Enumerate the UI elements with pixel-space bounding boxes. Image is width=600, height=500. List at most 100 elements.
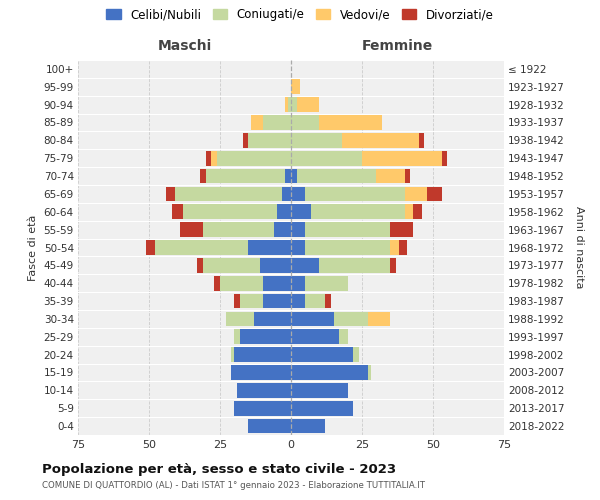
Bar xyxy=(419,133,424,148)
Bar xyxy=(339,330,348,344)
Bar xyxy=(291,222,305,237)
Bar xyxy=(220,276,263,290)
Bar xyxy=(291,294,305,308)
Bar xyxy=(291,348,353,362)
Text: Femmine: Femmine xyxy=(362,39,433,53)
Bar xyxy=(248,419,291,434)
Bar xyxy=(391,258,396,272)
Bar xyxy=(240,294,263,308)
Bar xyxy=(203,222,274,237)
Bar xyxy=(248,240,291,255)
Bar xyxy=(197,258,203,272)
Bar xyxy=(263,294,291,308)
Bar xyxy=(404,204,413,219)
Bar xyxy=(391,240,399,255)
Legend: Celibi/Nubili, Coniugati/e, Vedovi/e, Divorziati/e: Celibi/Nubili, Coniugati/e, Vedovi/e, Di… xyxy=(104,6,496,24)
Bar xyxy=(240,330,291,344)
Bar xyxy=(296,98,319,112)
Bar xyxy=(283,186,291,201)
Bar xyxy=(427,186,442,201)
Bar xyxy=(291,419,325,434)
Bar xyxy=(288,98,291,112)
Bar xyxy=(274,222,291,237)
Bar xyxy=(234,330,240,344)
Bar xyxy=(206,151,211,166)
Bar xyxy=(211,151,217,166)
Bar xyxy=(286,168,291,184)
Bar xyxy=(166,186,175,201)
Bar xyxy=(291,401,353,415)
Bar xyxy=(214,276,220,290)
Bar xyxy=(260,258,291,272)
Bar xyxy=(291,168,296,184)
Bar xyxy=(404,186,427,201)
Bar xyxy=(146,240,155,255)
Bar xyxy=(305,222,391,237)
Bar xyxy=(237,383,291,398)
Bar xyxy=(305,240,391,255)
Bar xyxy=(175,186,283,201)
Text: Popolazione per età, sesso e stato civile - 2023: Popolazione per età, sesso e stato civil… xyxy=(42,462,396,475)
Bar xyxy=(291,98,296,112)
Bar xyxy=(305,186,404,201)
Bar xyxy=(291,115,319,130)
Text: COMUNE DI QUATTORDIO (AL) - Dati ISTAT 1° gennaio 2023 - Elaborazione TUTTITALIA: COMUNE DI QUATTORDIO (AL) - Dati ISTAT 1… xyxy=(42,481,425,490)
Bar xyxy=(232,365,291,380)
Bar xyxy=(362,151,442,166)
Bar xyxy=(183,204,277,219)
Bar xyxy=(291,204,311,219)
Bar xyxy=(217,151,291,166)
Bar xyxy=(334,312,368,326)
Bar xyxy=(200,168,206,184)
Bar xyxy=(263,276,291,290)
Bar xyxy=(325,294,331,308)
Bar xyxy=(319,115,382,130)
Bar xyxy=(305,276,348,290)
Bar xyxy=(342,133,419,148)
Bar xyxy=(399,240,407,255)
Bar xyxy=(203,258,260,272)
Bar xyxy=(291,151,362,166)
Bar xyxy=(291,133,342,148)
Bar xyxy=(206,168,286,184)
Bar xyxy=(296,168,376,184)
Bar xyxy=(442,151,447,166)
Bar xyxy=(254,312,291,326)
Bar xyxy=(172,204,183,219)
Bar xyxy=(291,80,299,94)
Bar xyxy=(248,133,291,148)
Bar xyxy=(368,312,391,326)
Bar xyxy=(353,348,359,362)
Bar xyxy=(180,222,203,237)
Y-axis label: Anni di nascita: Anni di nascita xyxy=(574,206,584,289)
Bar xyxy=(234,348,291,362)
Bar xyxy=(234,401,291,415)
Bar xyxy=(291,330,339,344)
Bar xyxy=(291,258,319,272)
Bar xyxy=(277,204,291,219)
Bar xyxy=(404,168,410,184)
Bar xyxy=(226,312,254,326)
Bar xyxy=(291,365,368,380)
Bar xyxy=(286,98,288,112)
Bar xyxy=(311,204,404,219)
Bar xyxy=(263,115,291,130)
Bar xyxy=(319,258,391,272)
Bar xyxy=(291,240,305,255)
Bar xyxy=(368,365,371,380)
Text: Maschi: Maschi xyxy=(157,39,212,53)
Bar xyxy=(291,383,348,398)
Bar xyxy=(243,133,248,148)
Bar xyxy=(305,294,325,308)
Bar xyxy=(234,294,240,308)
Bar xyxy=(291,312,334,326)
Bar xyxy=(391,222,413,237)
Bar xyxy=(291,186,305,201)
Bar xyxy=(376,168,404,184)
Bar xyxy=(291,276,305,290)
Bar xyxy=(155,240,248,255)
Bar xyxy=(413,204,422,219)
Bar xyxy=(251,115,263,130)
Y-axis label: Fasce di età: Fasce di età xyxy=(28,214,38,280)
Bar xyxy=(232,348,234,362)
